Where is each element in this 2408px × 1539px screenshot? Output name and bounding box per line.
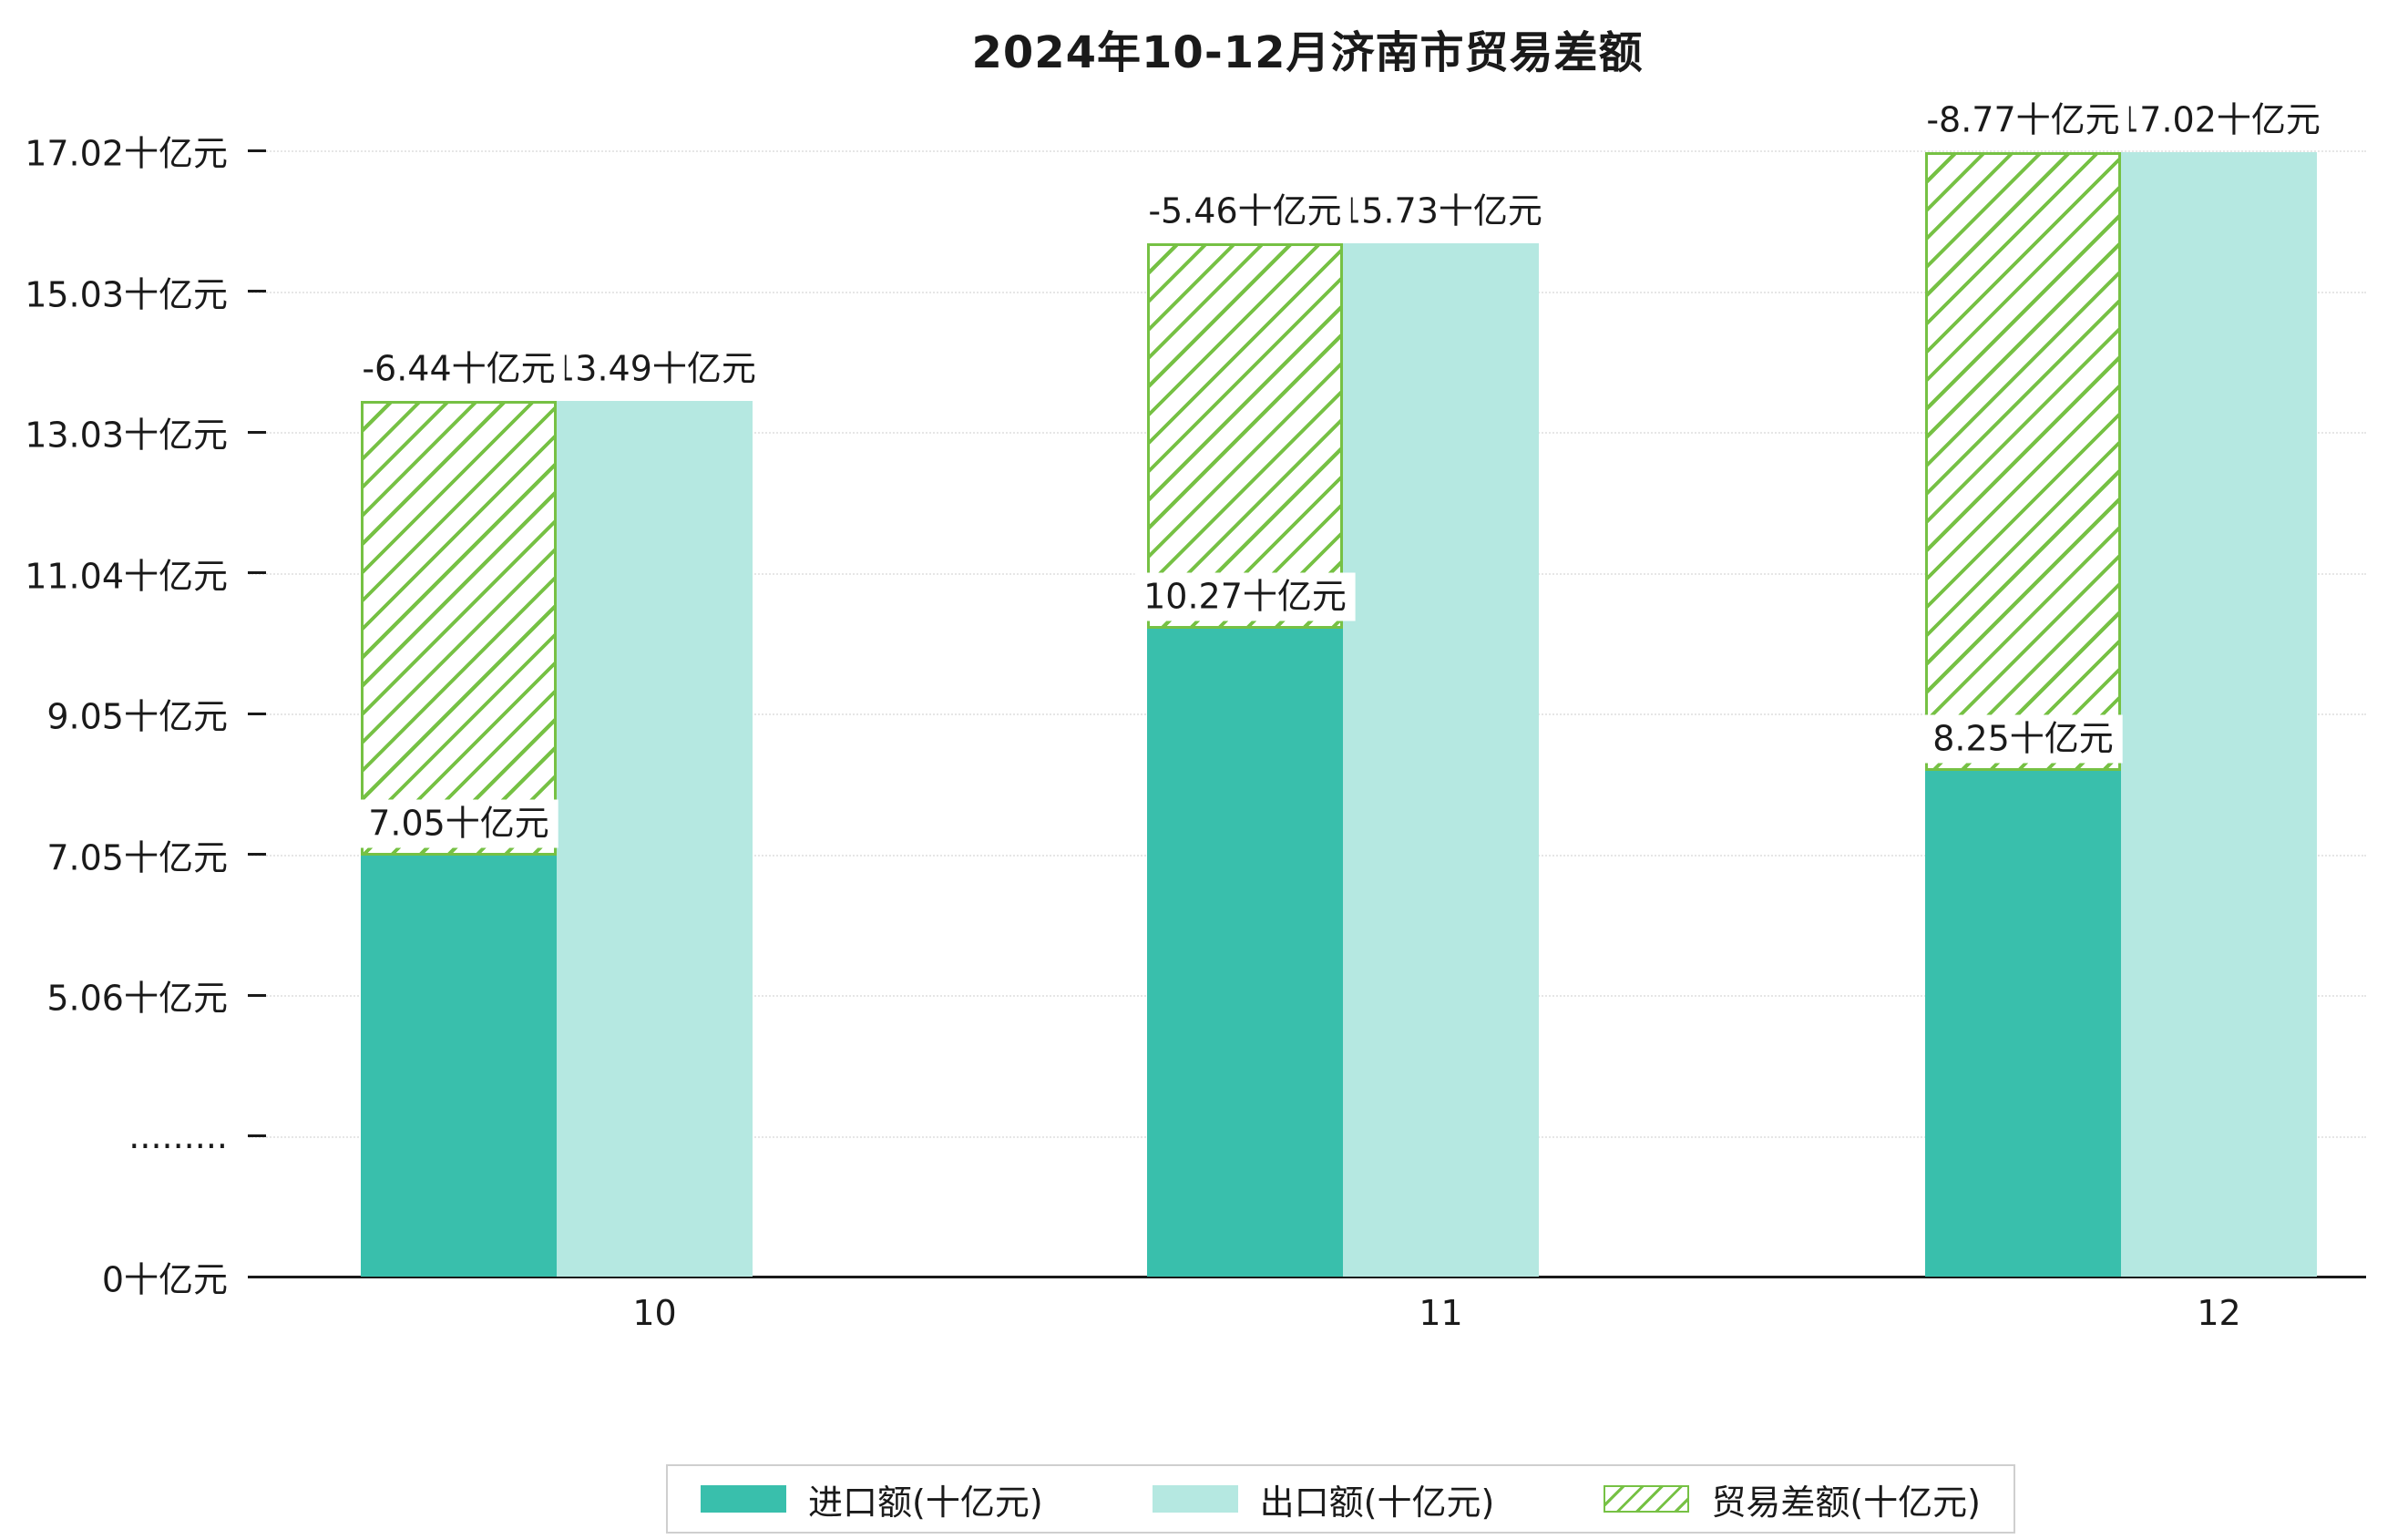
- y-tick-mark: [248, 1134, 266, 1137]
- legend-label-imports: 进口额(十亿元): [808, 1482, 1043, 1523]
- y-tick-label: 15.03十亿元: [25, 274, 228, 314]
- legend-item-balance: 贸易差额(十亿元): [1604, 1474, 1981, 1524]
- y-axis-break-label: .........: [128, 1115, 228, 1156]
- chart-title: 2024年10-12月济南市贸易差额: [971, 27, 1644, 78]
- balance-hatched-swatch: [1604, 1485, 1690, 1513]
- y-tick-label: 17.02十亿元: [25, 133, 228, 174]
- balance-bar: [1147, 242, 1343, 629]
- y-tick-label: 13.03十亿元: [25, 415, 228, 456]
- y-tick-mark: [248, 853, 266, 856]
- legend-label-exports: 出口额(十亿元): [1259, 1482, 1495, 1523]
- export-swatch: [1152, 1485, 1238, 1513]
- y-tick-mark: [248, 430, 266, 434]
- y-tick-label: 5.06十亿元: [46, 978, 228, 1019]
- x-tick-label: 12: [2197, 1293, 2241, 1333]
- y-tick-mark: [248, 149, 266, 152]
- y-tick-mark: [248, 571, 266, 574]
- balance-bar: [1925, 151, 2121, 771]
- export-bar-label: 15.73十亿元: [1330, 187, 1552, 236]
- y-tick-label: 11.04十亿元: [25, 556, 228, 596]
- y-tick-label: 9.05十亿元: [46, 696, 228, 737]
- export-bar-label: 13.49十亿元: [544, 344, 765, 395]
- import-bar-label: 10.27十亿元: [1134, 572, 1356, 621]
- legend-label-balance: 贸易差额(十亿元): [1711, 1482, 1981, 1523]
- y-tick-mark: [248, 290, 266, 292]
- legend-item-exports: 出口额(十亿元): [1152, 1474, 1495, 1524]
- x-tick-label: 11: [1419, 1293, 1463, 1333]
- balance-bar-label: -5.46十亿元: [1139, 187, 1351, 236]
- y-tick-mark: [248, 993, 266, 997]
- import-bar-label: 8.25十亿元: [1923, 714, 2123, 764]
- x-axis-line: [249, 1276, 2366, 1278]
- import-bar-label: 7.05十亿元: [359, 799, 558, 848]
- y-tick-label: 7.05十亿元: [46, 837, 228, 877]
- balance-bar-label: -6.44十亿元: [353, 344, 565, 395]
- balance-bar-label: -8.77十亿元: [1917, 96, 2129, 145]
- x-tick-label: 10: [632, 1293, 677, 1333]
- export-bar: [1343, 242, 1539, 1277]
- export-bar-label: 17.02十亿元: [2108, 96, 2330, 145]
- legend: 进口额(十亿元) 出口额(十亿元) 贸易差额(十亿元): [666, 1464, 2015, 1534]
- export-bar: [2121, 151, 2317, 1277]
- import-swatch: [701, 1485, 786, 1513]
- import-bar: [361, 855, 557, 1277]
- balance-bar: [361, 401, 557, 856]
- legend-item-imports: 进口额(十亿元): [701, 1474, 1043, 1524]
- export-bar: [557, 401, 753, 1277]
- import-bar: [1925, 770, 2121, 1277]
- import-bar: [1147, 628, 1343, 1277]
- y-tick-mark: [248, 712, 266, 715]
- y-tick-label: 0十亿元: [101, 1259, 228, 1300]
- gridline: [249, 150, 2366, 152]
